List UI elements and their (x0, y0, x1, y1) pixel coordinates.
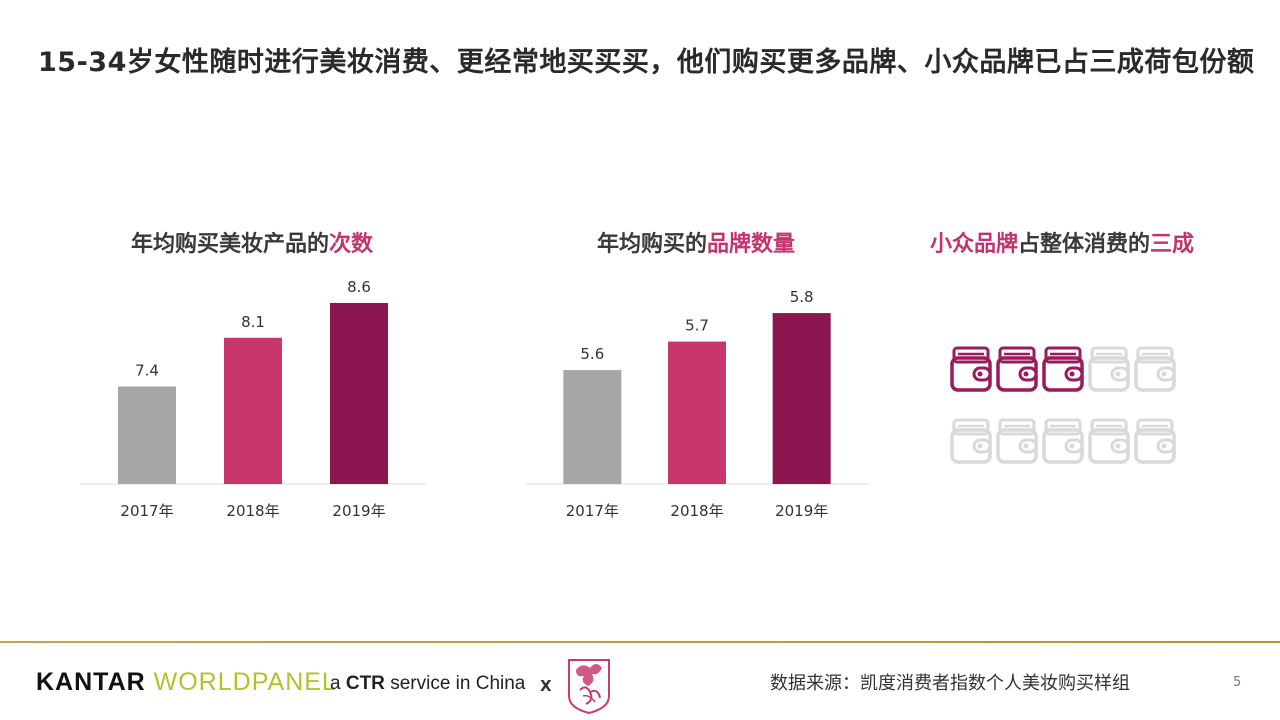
page-number: 5 (1233, 675, 1242, 690)
bar-2017年 (118, 386, 176, 484)
page-title: 15-34岁女性随时进行美妆消费、更经常地买买买，他们购买更多品牌、小众品牌已占… (38, 47, 1255, 78)
partner-emblem-icon (568, 659, 610, 714)
bar-2019年 (330, 302, 388, 484)
bar-2019年 (772, 313, 831, 484)
logo-worldpanel-text: WORLDPANEL (153, 668, 337, 696)
x-tick-label: 2018年 (670, 502, 723, 520)
bar-2018年 (668, 341, 726, 484)
chart-title-purchase-frequency: 年均购买美妆产品的次数 (131, 226, 373, 258)
data-label: 8.1 (241, 313, 265, 331)
ctr-prefix: a (330, 673, 346, 694)
title-highlight: 小众品牌 (929, 232, 1018, 257)
wallet-icon-filled (950, 346, 992, 392)
wallet-icon-empty (950, 418, 992, 464)
wallet-icon-empty (1042, 418, 1084, 464)
bar-chart-purchase-frequency: 7.4 2017年 8.1 2018年 8.6 2019年 (80, 278, 426, 520)
chart-title-brand-count: 年均购买的品牌数量 (597, 226, 795, 258)
wallet-icon-filled (1042, 346, 1084, 392)
data-label: 7.4 (135, 362, 159, 380)
bar-chart-brand-count: 5.6 2017年 5.7 2018年 5.8 2019年 (526, 288, 868, 520)
data-label: 5.6 (580, 345, 604, 363)
partner-separator: X (540, 677, 552, 695)
data-label: 8.6 (347, 278, 371, 296)
chart-title-part: 年均购买美妆产品的 (130, 232, 329, 257)
wallet-icon-empty (1088, 346, 1130, 392)
x-tick-label: 2019年 (775, 502, 828, 520)
x-tick-label: 2017年 (566, 502, 619, 520)
x-tick-label: 2018年 (226, 502, 279, 520)
data-source-note: 数据来源：凯度消费者指数个人美妆购买样组 (770, 673, 1130, 694)
ctr-service-text: a CTR service in China (330, 673, 525, 695)
chart-title-part: 年均购买的 (596, 232, 707, 257)
bar-2018年 (224, 337, 282, 484)
ctr-bold: CTR (345, 673, 385, 694)
title-highlight: 三成 (1150, 232, 1195, 257)
wallet-icon-empty (996, 418, 1038, 464)
logo-kantar-text: KANTAR (36, 668, 146, 696)
x-tick-label: 2019年 (332, 502, 385, 520)
chart-title-highlight: 品牌数量 (707, 232, 796, 257)
title-part: 占整体消费的 (1017, 232, 1151, 257)
wallet-icon-empty (1134, 346, 1176, 392)
kantar-worldpanel-logo: KANTAR WORLDPANEL (36, 668, 337, 697)
data-label: 5.8 (790, 288, 814, 306)
wallet-icon-empty (1134, 418, 1176, 464)
x-tick-label: 2017年 (120, 502, 173, 520)
wallet-icon-empty (1088, 418, 1130, 464)
footer-divider (0, 641, 1280, 643)
wallet-icon-filled (996, 346, 1038, 392)
data-label: 5.7 (685, 317, 709, 335)
bar-2017年 (563, 370, 622, 484)
ctr-suffix: service in China (384, 673, 526, 694)
niche-brand-share-title: 小众品牌占整体消费的三成 (930, 226, 1194, 258)
wallet-grid (950, 346, 1180, 464)
chart-title-highlight: 次数 (329, 232, 374, 257)
